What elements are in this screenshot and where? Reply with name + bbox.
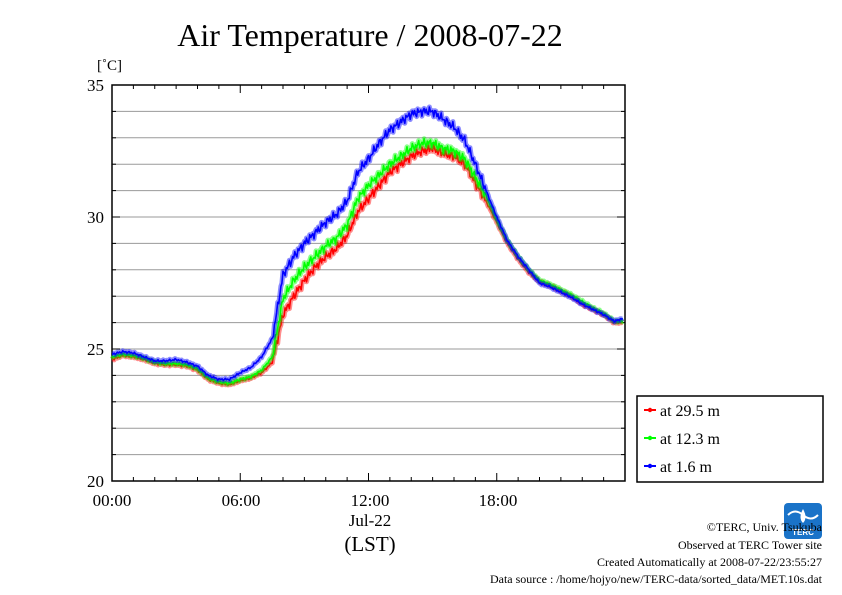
legend-label-1: at 29.5 m: [660, 403, 721, 420]
legend-box: [636, 395, 824, 483]
logo-drop-icon: [800, 509, 806, 523]
legend-marker-2: [647, 435, 653, 441]
x-tick-label-1200: 12:00: [351, 491, 390, 510]
logo-text: TERC: [792, 528, 814, 537]
grid-lines: [112, 110, 625, 456]
series-line-3: [112, 106, 624, 382]
legend-marker-3: [647, 463, 653, 469]
y-tick-label-20: 20: [87, 472, 104, 491]
y-tick-label-35: 35: [87, 76, 104, 95]
legend-marker-1: [647, 407, 653, 413]
y-tick-label-25: 25: [87, 340, 104, 359]
x-axis-label: (LST): [344, 532, 395, 556]
legend-label-2: at 12.3 m: [660, 431, 721, 448]
x-axis-date-label: Jul-22: [349, 511, 392, 530]
y-tick-label-30: 30: [87, 208, 104, 227]
y-axis-unit-label: [˚C]: [97, 58, 122, 74]
axis-ticks: [111, 84, 626, 482]
legend-label-3: at 1.6 m: [660, 459, 713, 476]
legend: at 29.5 m at 12.3 m at 1.6 m: [644, 403, 721, 476]
credit-copyright: ©TERC, Univ. Tsukuba: [707, 520, 823, 534]
x-tick-label-1800: 18:00: [479, 491, 518, 510]
terc-logo: TERC: [784, 503, 822, 539]
credit-source: Data source : /home/hojyo/new/TERC-data/…: [490, 572, 823, 586]
x-tick-label-0000: 00:00: [93, 491, 132, 510]
credit-observed: Observed at TERC Tower site: [678, 538, 822, 552]
series-halo-2: [109, 136, 625, 387]
series-lines: [109, 104, 625, 388]
chart-title: Air Temperature / 2008-07-22: [177, 17, 563, 53]
x-tick-label-0600: 06:00: [222, 491, 261, 510]
credit-created: Created Automatically at 2008-07-22/23:5…: [597, 555, 822, 569]
series-line-2: [111, 137, 624, 386]
